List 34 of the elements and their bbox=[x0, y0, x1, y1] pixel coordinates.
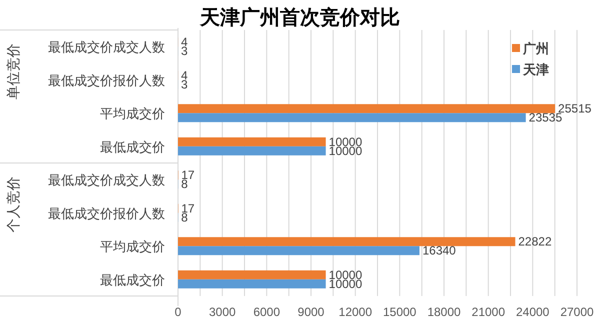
legend-label: 天津 bbox=[522, 62, 549, 77]
x-tick-label: 3000 bbox=[208, 305, 236, 319]
x-tick-label: 24000 bbox=[516, 305, 550, 319]
x-tick-label: 27000 bbox=[560, 305, 594, 319]
x-tick-label: 18000 bbox=[427, 305, 462, 319]
y-tick-label: 最低成交价报价人数 bbox=[48, 206, 165, 221]
y-tick-label: 最低成交价 bbox=[100, 139, 165, 154]
bar bbox=[178, 146, 326, 156]
bar bbox=[178, 237, 516, 246]
x-tick-label: 21000 bbox=[472, 305, 506, 319]
y-tick-label: 最低成交价成交人数 bbox=[48, 40, 165, 55]
x-tick-label: 0 bbox=[174, 305, 182, 319]
y-tick-label: 最低成交价成交人数 bbox=[48, 172, 165, 188]
bar bbox=[178, 270, 326, 280]
chart-title: 天津广州首次竞价对比 bbox=[199, 6, 400, 29]
x-tick-label: 9000 bbox=[298, 305, 325, 319]
y-tick-label: 平均成交价 bbox=[100, 106, 165, 122]
bar bbox=[178, 104, 556, 114]
bar bbox=[178, 113, 526, 122]
data-label: 22822 bbox=[518, 234, 552, 249]
y-tick-label: 最低成交价 bbox=[100, 272, 165, 288]
bar bbox=[178, 137, 326, 146]
x-tick-label: 6000 bbox=[253, 305, 280, 319]
y-tick-label: 平均成交价 bbox=[100, 239, 165, 254]
text: 个人竞价 bbox=[7, 176, 22, 232]
legend-label: 广州 bbox=[522, 41, 549, 56]
x-tick-label: 15000 bbox=[382, 305, 417, 319]
text: 单位竞价 bbox=[7, 44, 22, 100]
data-label: 16340 bbox=[422, 244, 456, 258]
data-label: 25515 bbox=[558, 102, 592, 116]
y-tick-label: 最低成交价报价人数 bbox=[48, 72, 165, 88]
bar bbox=[178, 279, 326, 288]
bar bbox=[178, 246, 420, 256]
x-tick-label: 12000 bbox=[338, 305, 372, 319]
